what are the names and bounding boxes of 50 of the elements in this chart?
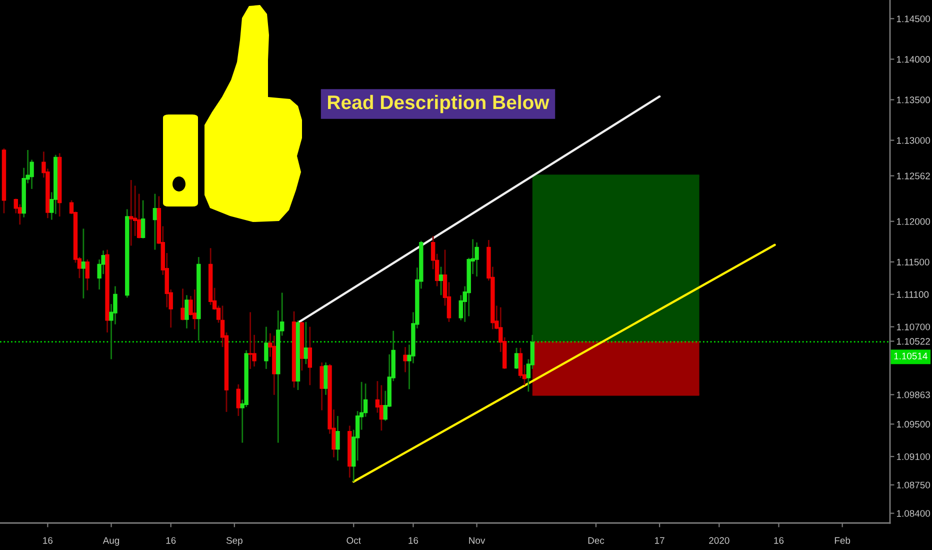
- annotation: Read Description Below: [328, 94, 550, 114]
- candlestick: [152, 193, 158, 250]
- x-tick-label: Dec: [588, 537, 604, 544]
- candlestick: [236, 384, 240, 417]
- x-tick-label: 2020: [709, 537, 730, 544]
- x-tick-label: 16: [43, 537, 53, 544]
- x-tick-label: Aug: [102, 537, 120, 546]
- candlestick: [129, 179, 134, 246]
- ref-line-label: 1.10514: [894, 352, 928, 360]
- candlestick: [81, 228, 86, 300]
- candlestick: [140, 200, 146, 240]
- x-tick-label: Oct: [346, 537, 361, 544]
- x-tick-label: Feb: [834, 536, 850, 544]
- x-tick-label: 17: [655, 537, 664, 544]
- y-tick-label: 1.09863: [896, 391, 930, 398]
- candlestick: [85, 258, 90, 291]
- y-tick-label: 1.08750: [896, 482, 930, 488]
- candlestick: [403, 346, 408, 373]
- y-tick-label: 1.08400: [896, 510, 930, 517]
- y-tick-label: 1.12562: [896, 172, 930, 180]
- y-tick-label: 1.14500: [896, 15, 930, 22]
- y-tick-label: 1.13000: [896, 137, 930, 144]
- candlestick: [180, 288, 185, 321]
- candlestick: [248, 311, 252, 370]
- candlestick: [304, 321, 308, 365]
- candlestick: [474, 242, 479, 278]
- y-tick-label: 1.10522: [896, 338, 930, 345]
- y-tick-label: 1.13500: [896, 96, 930, 104]
- y-tick-label: 1.12000: [896, 218, 930, 225]
- candlestick: [514, 347, 519, 370]
- x-tick-label: Sep: [226, 537, 242, 546]
- y-tick-label: 1.09500: [896, 420, 930, 428]
- x-tick-label: 16: [408, 537, 418, 544]
- y-tick-label: 1.11100: [896, 291, 929, 298]
- y-tick-label: 1.11500: [896, 258, 930, 266]
- candlestick: [184, 294, 189, 330]
- candlestick: [320, 362, 324, 411]
- candlestick: [308, 326, 312, 386]
- candlestick: [336, 415, 340, 462]
- candlestick: [324, 362, 328, 396]
- x-tick-label: 16: [166, 537, 176, 544]
- candlestick: [438, 266, 444, 296]
- candlestick: [379, 384, 384, 432]
- y-tick-label: 1.14000: [896, 56, 930, 63]
- x-tick-label: 16: [774, 537, 784, 544]
- x-tick-label: Nov: [469, 537, 486, 544]
- y-tick-label: 1.09100: [896, 453, 930, 460]
- candlestick: [192, 288, 197, 330]
- y-tick-label: 1.10700: [896, 324, 930, 330]
- candlestick: [264, 326, 268, 370]
